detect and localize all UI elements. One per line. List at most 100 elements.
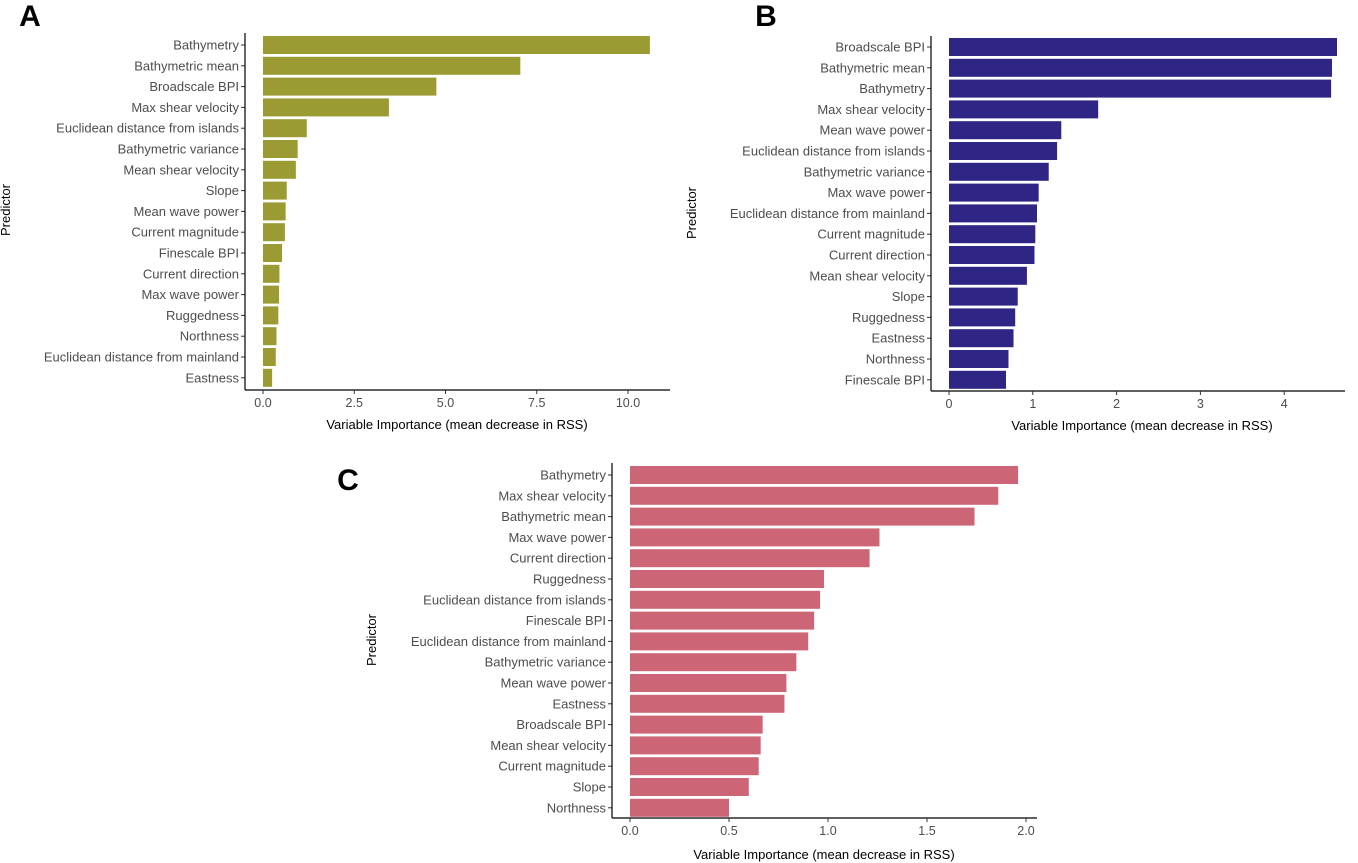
panel-c-bar [630,674,787,692]
panel-c-category-label: Northness [547,800,607,815]
panel-c-category-label: Eastness [553,696,607,711]
panel-b-x-tick-label: 2 [1113,397,1120,411]
panel-a-category-label: Ruggedness [166,308,239,323]
panel-a-y-axis-title: Predictor [0,183,13,236]
panel-a-category-label: Bathymetry [173,38,239,53]
panel-a-category-label: Bathymetric variance [118,142,239,157]
panel-a-category-label: Max shear velocity [131,100,239,115]
panel-b-category-label: Slope [892,289,925,304]
panel-a-bar [263,77,437,96]
panel-a-x-tick-label: 5.0 [437,396,454,410]
panel-a-category-label: Mean shear velocity [123,162,239,177]
panel-c-category-label: Ruggedness [533,572,606,587]
panel-c-bar [630,549,870,568]
panel-b-category-label: Finescale BPI [845,372,925,387]
panel-c-bar [630,528,880,547]
panel-b-bar [949,183,1039,202]
panel-c-category-label: Current magnitude [498,759,606,774]
panel-a-category-label: Slope [206,183,239,198]
panel-a-category-label: Broadscale BPI [149,79,239,94]
panel-c-x-tick-label: 2.0 [1017,824,1034,838]
panel-c-chart: C Bathymetry Max shear velocity Bathymetric… [337,463,1037,862]
panel-a-bar [263,244,282,262]
panel-a-bar [263,119,307,138]
panel-c-category-label: Euclidean distance from mainland [411,634,606,649]
panel-c-bar [630,486,999,505]
panel-a-bar [263,264,280,283]
panel-c-category-label: Bathymetry [540,468,606,483]
panel-a-bar [263,285,280,304]
panel-c-category-label: Max wave power [508,530,606,545]
panel-a-bar [263,36,650,54]
panel-a-x-tick-label: 0.0 [254,396,271,410]
panel-c-category-label: Mean shear velocity [490,738,606,753]
panel-c-bar [630,694,785,713]
panel-b-bar [949,246,1035,264]
panel-b-category-label: Max shear velocity [817,102,925,117]
panel-c-letter: C [337,464,359,497]
panel-b-bar [949,58,1332,77]
panel-c-bar [630,611,815,630]
panel-b-x-tick-label: 0 [946,397,953,411]
panel-b-letter: B [755,0,777,33]
panel-b-category-label: Euclidean distance from mainland [730,206,925,221]
panel-b-category-label: Current direction [829,248,925,263]
panel-b-chart: B Broadscale BPI Bathymetric mean Bathymetr… [684,0,1345,433]
panel-a-category-label: Finescale BPI [159,246,239,261]
panel-a-bar [263,181,287,200]
panel-c-bar [630,570,825,588]
panel-b-x-axis-title: Variable Importance (mean decrease in RS… [1011,418,1272,433]
panel-c-category-label: Mean wave power [501,676,607,691]
panel-a-category-label: Max wave power [141,287,239,302]
panel-a-bar [263,140,298,158]
panel-b-bar [949,204,1037,223]
panel-c-x-tick-label: 0.5 [720,824,737,838]
panel-c-category-label: Slope [573,780,606,795]
panel-a-category-label: Eastness [186,370,240,385]
panel-c-x-axis-title: Variable Importance (mean decrease in RS… [693,847,954,862]
panel-b-x-tick-label: 3 [1197,397,1204,411]
panel-c-category-label: Euclidean distance from islands [423,592,606,607]
panel-b-category-label: Euclidean distance from islands [742,144,925,159]
panel-c-x-tick-label: 1.0 [819,824,836,838]
panel-c-bar [630,653,797,672]
panel-b-bar [949,121,1062,140]
panel-b-bar [949,370,1006,389]
panel-c-category-label: Current direction [510,551,606,566]
panel-a-bar [263,202,286,221]
panel-c-bar [630,715,763,734]
panel-a-category-label: Mean wave power [134,204,240,219]
panel-b-category-label: Bathymetric mean [820,60,925,75]
panel-b-category-label: Current magnitude [817,227,925,242]
panel-b-category-label: Mean shear velocity [809,268,925,283]
panel-b-x-tick-label: 1 [1029,397,1036,411]
panel-b-bar [949,225,1036,244]
panel-b-bar [949,100,1099,119]
panel-a-x-tick-label: 2.5 [346,396,363,410]
panel-a-chart: A Bathymetry Bathymetric mean Broadscale BP… [0,0,670,432]
panel-a-bar [263,368,273,387]
panel-c-category-label: Max shear velocity [498,488,606,503]
panel-a-bar [263,348,276,366]
panel-b-category-label: Mean wave power [820,123,926,138]
panel-b-category-label: Bathymetry [859,81,925,96]
panel-c-x-tick-label: 0.0 [621,824,638,838]
panel-a-bar [263,223,285,242]
panel-c-bar [630,778,749,796]
panel-b-category-label: Ruggedness [852,310,925,325]
panel-c-bar [630,798,729,817]
panel-c-bar [630,466,1019,484]
panel-a-bar [263,306,279,325]
panel-c-bar [630,632,809,651]
panel-a-bar [263,56,521,75]
panel-c-category-label: Bathymetric variance [485,655,606,670]
panel-a-category-label: Current direction [143,266,239,281]
panel-b-bar [949,350,1009,368]
panel-b-category-label: Eastness [872,331,926,346]
panel-b-bar [949,329,1014,348]
panel-b-bar [949,38,1337,56]
panel-a-x-tick-label: 7.5 [528,396,545,410]
panel-a-bar [263,98,389,117]
panel-b-category-label: Max wave power [827,185,925,200]
